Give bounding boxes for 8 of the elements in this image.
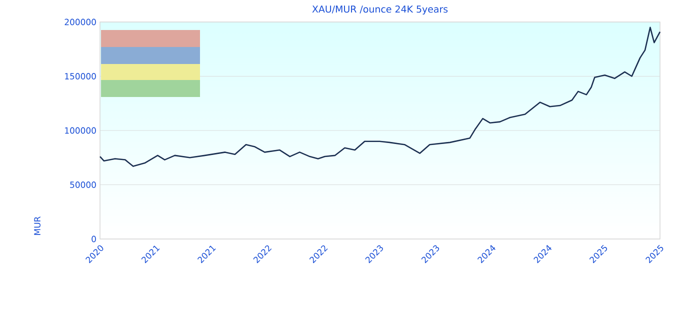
chart-title: XAU/MUR /ounce 24K 5years <box>312 6 448 14</box>
y-tick-label: 150000 <box>65 73 96 80</box>
y-axis-title: MUR <box>34 216 40 235</box>
y-tick-label: 50000 <box>70 182 96 188</box>
y-tick-label: 200000 <box>64 18 96 26</box>
y-tick-label: 0 <box>92 236 96 242</box>
line-series <box>99 26 661 167</box>
y-tick-label: 100000 <box>65 127 96 134</box>
